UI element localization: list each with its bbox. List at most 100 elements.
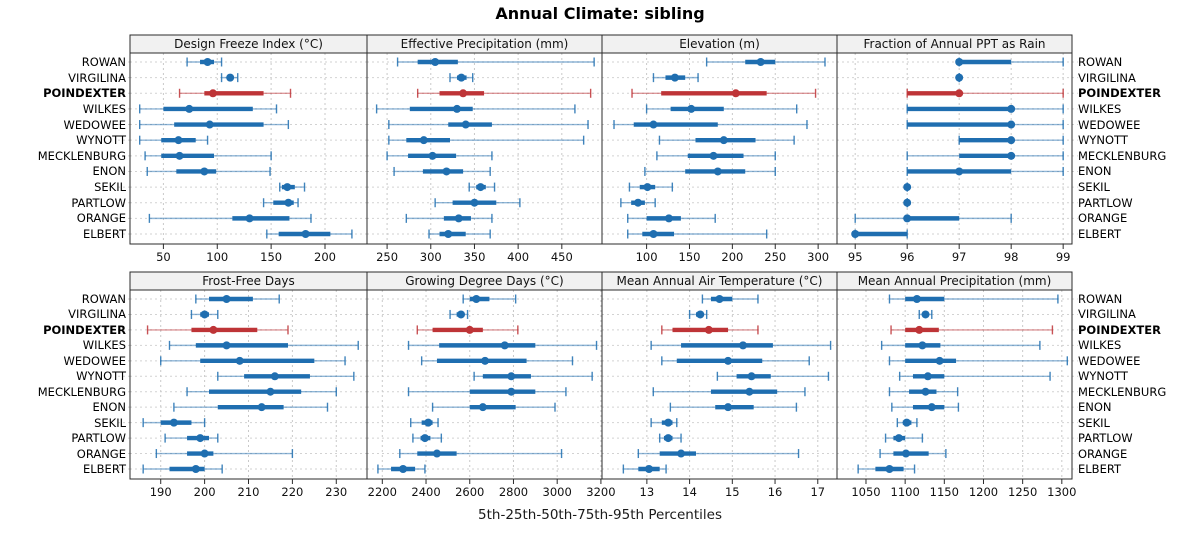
row-label-right-wilkes: WILKES — [1078, 338, 1122, 353]
row-label-left-orange: ORANGE — [76, 446, 126, 461]
svg-text:14: 14 — [682, 485, 697, 499]
row-label-right-virgilina: VIRGILINA — [1078, 70, 1136, 85]
svg-text:1200: 1200 — [969, 485, 998, 499]
row-label-right-sekil: SEKIL — [1078, 180, 1110, 195]
svg-text:50: 50 — [156, 250, 171, 264]
row-label-left-elbert: ELBERT — [82, 462, 126, 476]
svg-text:2200: 2200 — [368, 485, 397, 499]
svg-text:250: 250 — [376, 250, 398, 264]
row-label-left-wilkes: WILKES — [82, 338, 126, 353]
svg-text:17: 17 — [810, 485, 825, 499]
row-label-left-enon: ENON — [92, 400, 126, 415]
svg-text:230: 230 — [325, 485, 347, 499]
panel-header-design-freeze-index: Design Freeze Index (°C) — [174, 37, 323, 51]
svg-text:300: 300 — [420, 250, 442, 264]
svg-text:210: 210 — [238, 485, 260, 499]
row-label-left-rowan: ROWAN — [81, 292, 126, 306]
row-label-right-orange: ORANGE — [1078, 211, 1128, 226]
row-label-right-wedowee: WEDOWEE — [1078, 353, 1141, 368]
row-label-right-elbert: ELBERT — [1078, 462, 1122, 476]
svg-text:400: 400 — [507, 250, 529, 264]
row-label-right-virgilina: VIRGILINA — [1078, 307, 1136, 322]
svg-text:2800: 2800 — [499, 485, 528, 499]
row-label-left-partlow: PARTLOW — [71, 431, 126, 446]
row-label-left-virgilina: VIRGILINA — [68, 307, 126, 322]
svg-text:98: 98 — [1004, 250, 1019, 264]
row-label-left-wedowee: WEDOWEE — [63, 117, 126, 132]
row-label-left-mecklenburg: MECKLENBURG — [37, 384, 126, 399]
svg-text:100: 100 — [206, 250, 228, 264]
svg-text:3000: 3000 — [543, 485, 572, 499]
panel-header-growing-degree-days: Growing Degree Days (°C) — [405, 274, 564, 288]
row-label-left-orange: ORANGE — [76, 211, 126, 226]
svg-text:1250: 1250 — [1008, 485, 1037, 499]
row-label-right-enon: ENON — [1078, 400, 1112, 415]
row-label-left-poindexter: POINDEXTER — [43, 86, 126, 101]
row-label-right-mecklenburg: MECKLENBURG — [1078, 148, 1167, 163]
row-label-left-elbert: ELBERT — [82, 227, 126, 241]
row-label-left-partlow: PARTLOW — [71, 195, 126, 210]
row-label-right-sekil: SEKIL — [1078, 415, 1110, 430]
row-label-right-enon: ENON — [1078, 164, 1112, 179]
svg-text:1300: 1300 — [1047, 485, 1076, 499]
svg-text:2600: 2600 — [455, 485, 484, 499]
svg-text:200: 200 — [194, 485, 216, 499]
row-label-left-wynott: WYNOTT — [76, 369, 126, 384]
row-label-right-wedowee: WEDOWEE — [1078, 117, 1141, 132]
svg-text:150: 150 — [679, 250, 701, 264]
svg-text:450: 450 — [551, 250, 573, 264]
svg-text:1100: 1100 — [891, 485, 920, 499]
row-label-right-wilkes: WILKES — [1078, 101, 1122, 116]
row-label-right-partlow: PARTLOW — [1078, 195, 1133, 210]
row-label-left-sekil: SEKIL — [94, 415, 126, 430]
svg-text:1050: 1050 — [851, 485, 880, 499]
row-label-right-wynott: WYNOTT — [1078, 133, 1128, 148]
svg-text:1150: 1150 — [930, 485, 959, 499]
panel-header-mean-annual-air-temperature: Mean Annual Air Temperature (°C) — [616, 274, 823, 288]
row-label-left-virgilina: VIRGILINA — [68, 70, 126, 85]
panel-header-elevation: Elevation (m) — [679, 37, 760, 51]
svg-text:100: 100 — [636, 250, 658, 264]
svg-text:96: 96 — [900, 250, 915, 264]
panel-header-frost-free-days: Frost-Free Days — [202, 274, 295, 288]
row-label-right-partlow: PARTLOW — [1078, 431, 1133, 446]
svg-text:2400: 2400 — [411, 485, 440, 499]
svg-text:300: 300 — [807, 250, 829, 264]
row-label-left-wilkes: WILKES — [82, 101, 126, 116]
row-label-right-mecklenburg: MECKLENBURG — [1078, 384, 1167, 399]
panel-header-effective-precipitation: Effective Precipitation (mm) — [400, 37, 569, 51]
svg-text:15: 15 — [725, 485, 740, 499]
axis-caption: 5th-25th-50th-75th-95th Percentiles — [478, 507, 722, 523]
row-label-left-wynott: WYNOTT — [76, 133, 126, 148]
row-label-right-wynott: WYNOTT — [1078, 369, 1128, 384]
svg-text:99: 99 — [1056, 250, 1071, 264]
svg-text:200: 200 — [721, 250, 743, 264]
svg-text:16: 16 — [768, 485, 783, 499]
row-label-left-mecklenburg: MECKLENBURG — [37, 148, 126, 163]
row-label-left-enon: ENON — [92, 164, 126, 179]
svg-text:3200: 3200 — [586, 485, 615, 499]
svg-text:97: 97 — [952, 250, 967, 264]
svg-text:200: 200 — [314, 250, 336, 264]
row-label-left-rowan: ROWAN — [81, 55, 126, 69]
svg-text:350: 350 — [463, 250, 485, 264]
svg-text:150: 150 — [260, 250, 282, 264]
row-label-right-poindexter: POINDEXTER — [1078, 322, 1161, 337]
row-label-left-sekil: SEKIL — [94, 180, 126, 195]
svg-text:95: 95 — [848, 250, 863, 264]
svg-text:190: 190 — [150, 485, 172, 499]
svg-text:220: 220 — [281, 485, 303, 499]
row-label-right-rowan: ROWAN — [1078, 292, 1123, 306]
svg-text:250: 250 — [764, 250, 786, 264]
row-label-right-orange: ORANGE — [1078, 446, 1128, 461]
panel-header-mean-annual-precipitation: Mean Annual Precipitation (mm) — [857, 274, 1052, 288]
chart-title: Annual Climate: sibling — [495, 4, 705, 23]
panel-header-fraction-ppt-rain: Fraction of Annual PPT as Rain — [863, 37, 1046, 51]
row-label-right-elbert: ELBERT — [1078, 227, 1122, 241]
svg-text:13: 13 — [640, 485, 655, 499]
row-label-left-wedowee: WEDOWEE — [63, 353, 126, 368]
row-label-right-rowan: ROWAN — [1078, 55, 1123, 69]
row-label-left-poindexter: POINDEXTER — [43, 322, 126, 337]
